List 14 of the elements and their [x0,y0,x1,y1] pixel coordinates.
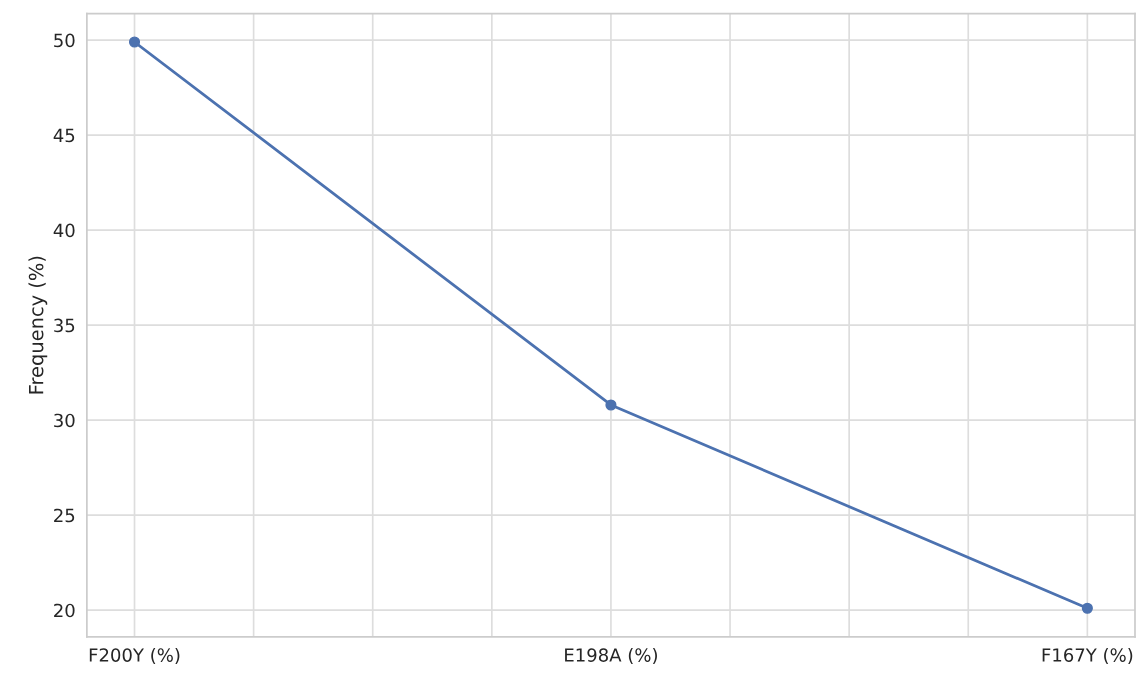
x-tick-label: F167Y (%) [1042,647,1133,664]
point [605,399,617,411]
point [1081,602,1093,614]
y-axis-title: Frequency (%) [28,256,48,394]
y-tick-label: 45 [53,128,75,143]
y-tick-label: 30 [54,413,75,428]
y-tick-label: 40 [53,223,75,238]
x-tick-label: F200Y (%) [89,647,180,664]
y-tick-label: 35 [54,318,75,333]
point [128,36,141,48]
y-tick-label: 25 [54,508,75,523]
y-tick-label: 50 [54,33,75,48]
x-tick-label: E198A (%) [565,647,657,664]
y-tick-label: 20 [54,603,75,618]
